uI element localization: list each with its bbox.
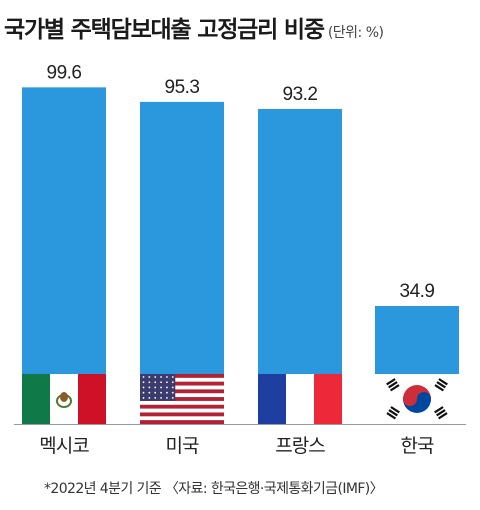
category-label: 멕시코: [39, 435, 89, 457]
value-label: 99.6: [47, 62, 82, 83]
category-label: 미국: [166, 435, 199, 457]
bar-group: 99.6 멕시코: [22, 62, 106, 457]
category-label: 프랑스: [275, 435, 325, 457]
bar: [140, 101, 224, 425]
chart-title: 국가별 주택담보대출 고정금리 비중 (단위: %): [4, 10, 384, 44]
mexico-flag-icon: [22, 374, 106, 424]
value-label: 93.2: [283, 84, 318, 105]
source-note: *2022년 4분기 기준 〈자료: 한국은행·국제통화기금(IMF)〉: [44, 481, 384, 497]
chart-title-text: 국가별 주택담보대출 고정금리 비중: [4, 17, 325, 43]
value-label: 95.3: [165, 77, 200, 98]
category-label: 한국: [401, 435, 434, 457]
bar: [258, 108, 342, 424]
unit-label: (단위: %): [327, 25, 384, 41]
bar: [22, 87, 106, 425]
bar-group: 93.2 프랑스: [258, 84, 342, 457]
bar-group: 34.9 한국: [375, 281, 459, 457]
usa-flag-icon: [140, 374, 224, 425]
bar-group: 95.3 미국: [140, 77, 224, 457]
france-flag-icon: [258, 374, 342, 424]
value-label: 34.9: [400, 281, 435, 302]
korea-flag-icon: [375, 374, 459, 424]
